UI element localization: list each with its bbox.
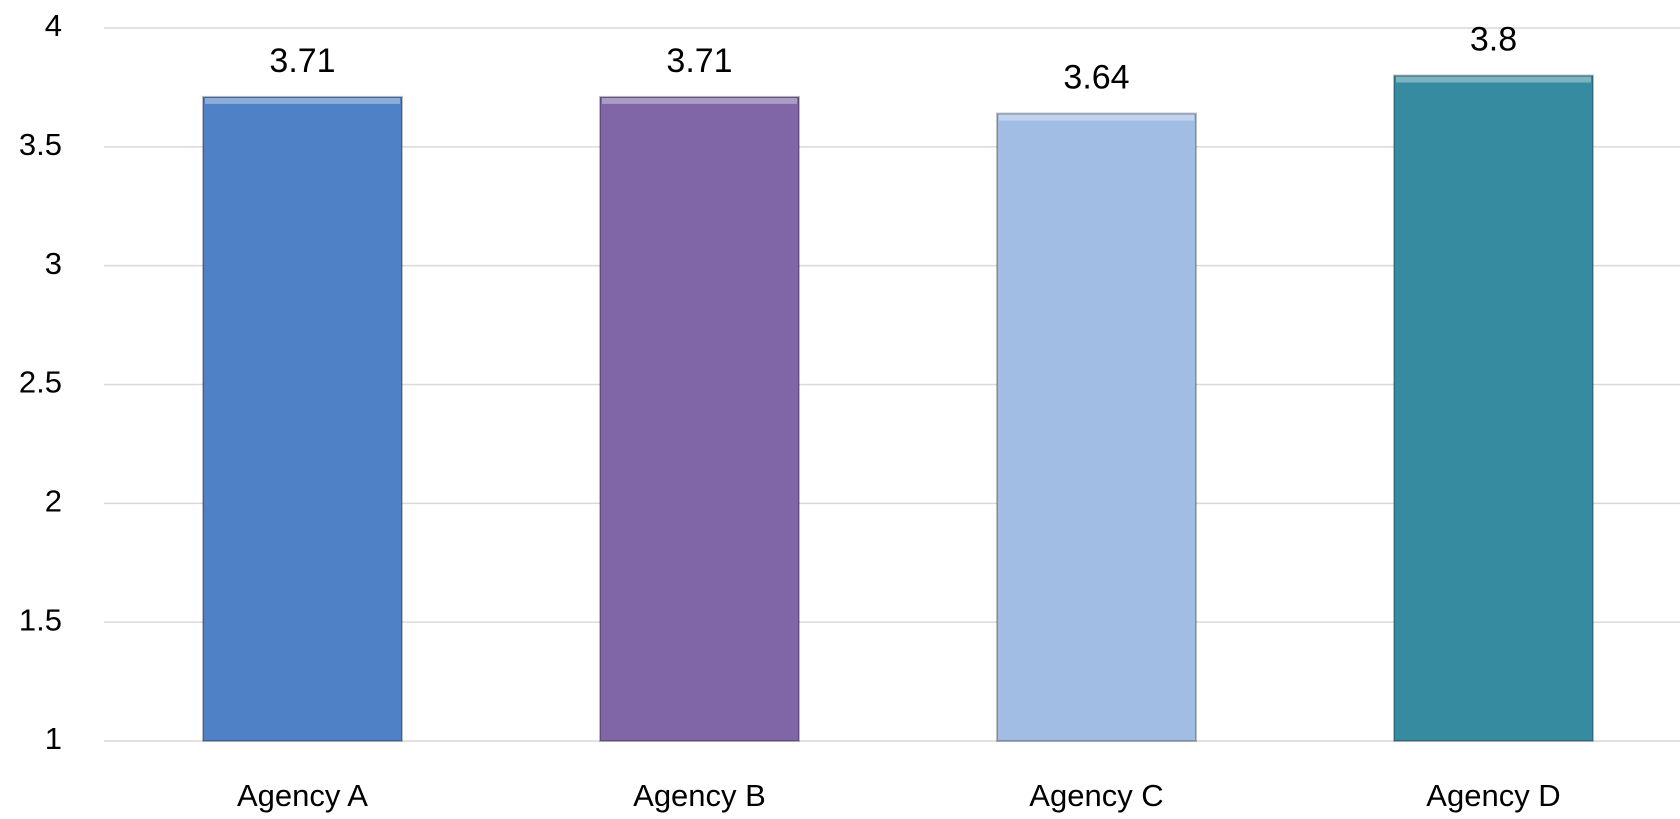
y-tick-label: 1 — [45, 721, 62, 756]
x-tick-label: Agency D — [1426, 778, 1560, 813]
value-label: 3.8 — [1470, 21, 1517, 59]
x-tick-label: Agency B — [633, 778, 766, 813]
bar-highlight — [602, 97, 797, 104]
bar — [599, 95, 800, 742]
y-tick-label: 3 — [45, 246, 62, 281]
y-tick-label: 4 — [45, 8, 62, 43]
y-tick-label: 3.5 — [19, 127, 62, 162]
bar — [1393, 74, 1594, 743]
y-tick-label: 1.5 — [19, 602, 62, 637]
x-tick-label: Agency A — [237, 778, 368, 813]
bar-highlight — [1396, 76, 1591, 83]
y-tick-label: 2 — [45, 484, 62, 519]
value-label: 3.71 — [269, 42, 335, 80]
bar-highlight — [205, 97, 400, 104]
bar-highlight — [999, 114, 1194, 121]
bar — [202, 95, 403, 742]
bar — [996, 112, 1197, 742]
y-tick-label: 2.5 — [19, 365, 62, 400]
value-label: 3.71 — [666, 42, 732, 80]
value-label: 3.64 — [1063, 59, 1129, 97]
x-tick-label: Agency C — [1029, 778, 1163, 813]
